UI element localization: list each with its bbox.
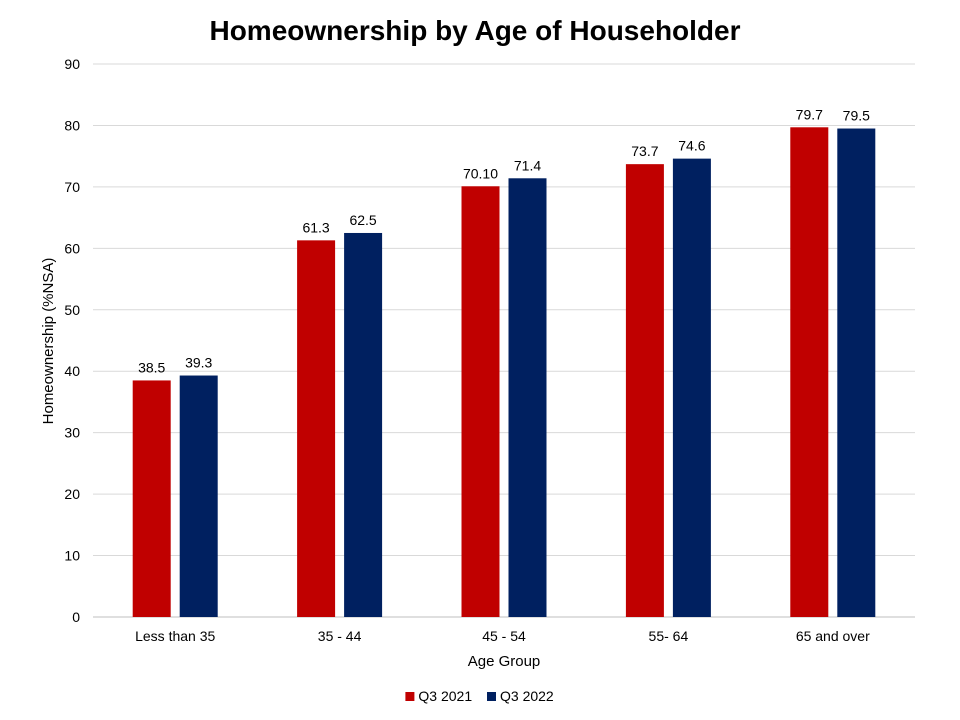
data-label: 74.6 <box>678 138 705 154</box>
data-label: 70.10 <box>463 165 498 181</box>
data-label: 79.7 <box>796 106 823 122</box>
data-label: 38.5 <box>138 359 165 375</box>
data-label: 61.3 <box>302 219 329 235</box>
chart-title: Homeownership by Age of Householder <box>209 15 740 46</box>
x-tick-label: 65 and over <box>796 628 870 644</box>
bar <box>179 375 218 617</box>
data-label: 62.5 <box>349 212 376 228</box>
y-tick-label: 80 <box>64 117 80 133</box>
data-label: 71.4 <box>514 157 541 173</box>
legend-label: Q3 2021 <box>418 688 472 704</box>
y-tick-label: 50 <box>64 302 80 318</box>
legend-label: Q3 2022 <box>500 688 554 704</box>
x-tick-label: 35 - 44 <box>318 628 362 644</box>
data-label: 39.3 <box>185 355 212 371</box>
bar <box>297 240 336 617</box>
y-tick-label: 60 <box>64 240 80 256</box>
bars <box>132 127 876 617</box>
bar <box>508 178 547 617</box>
x-tick-label: 45 - 54 <box>482 628 526 644</box>
y-tick-label: 30 <box>64 425 80 441</box>
legend: Q3 2021 Q3 2022 <box>405 688 554 704</box>
data-labels: 38.5 39.3 61.3 62.5 70.10 71.4 73.7 74.6 79.7 79.… <box>138 106 870 375</box>
data-label: 79.5 <box>843 108 870 124</box>
bar <box>461 186 500 617</box>
legend-swatch <box>487 692 496 701</box>
y-tick-label: 0 <box>72 609 80 625</box>
x-axis-title: Age Group <box>468 653 541 670</box>
data-label: 73.7 <box>631 143 658 159</box>
x-tick-label: Less than 35 <box>135 628 215 644</box>
y-tick-label: 20 <box>64 486 80 502</box>
y-axis-ticks: 0 10 20 30 40 50 60 70 80 90 <box>64 56 80 625</box>
bar <box>344 232 383 617</box>
bar <box>837 128 876 617</box>
y-tick-label: 10 <box>64 548 80 564</box>
y-axis-title: Homeownership (%NSA) <box>40 258 57 425</box>
y-tick-label: 90 <box>64 56 80 72</box>
y-tick-label: 70 <box>64 179 80 195</box>
legend-swatch <box>405 692 415 701</box>
bar <box>625 164 664 617</box>
bar <box>790 127 829 617</box>
x-axis-ticks: Less than 35 35 - 44 45 - 54 55- 64 65 and o… <box>135 628 870 644</box>
bar <box>672 158 711 617</box>
y-tick-label: 40 <box>64 363 80 379</box>
x-tick-label: 55- 64 <box>649 628 689 644</box>
gridlines <box>93 63 915 618</box>
bar <box>132 380 171 617</box>
